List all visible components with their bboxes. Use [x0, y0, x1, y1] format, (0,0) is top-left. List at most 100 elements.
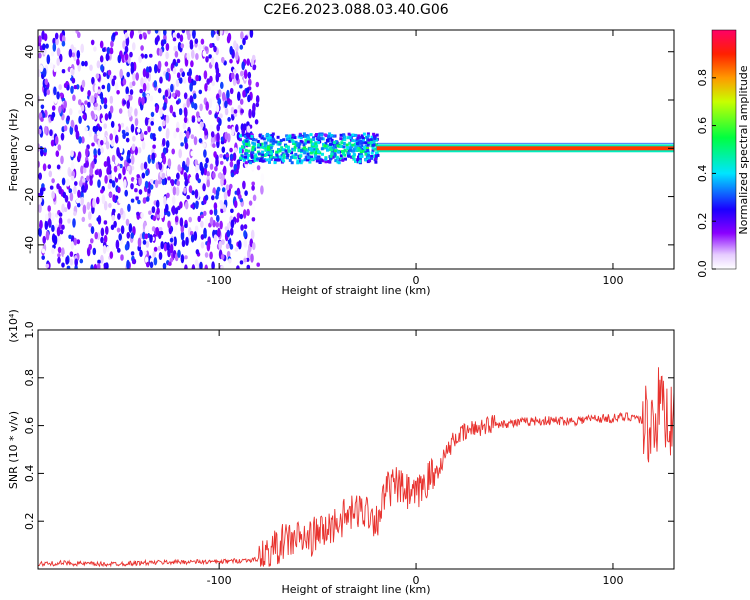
heatmap-cell [366, 149, 370, 152]
heatmap-cell [89, 64, 93, 71]
heatmap-cell [44, 125, 48, 135]
heatmap-cell [219, 30, 223, 36]
heatmap-cell [46, 54, 51, 65]
heatmap-cell [342, 145, 346, 149]
heatmap-cell [257, 152, 261, 156]
heatmap-cell [249, 30, 254, 38]
heatmap-cell [88, 243, 92, 251]
heatmap-cell [152, 144, 156, 149]
heatmap-cell [298, 155, 302, 159]
heatmap-cell [124, 243, 129, 251]
heatmap-cell [78, 136, 82, 144]
heatmap-cell [219, 200, 223, 205]
heatmap-cell [233, 200, 238, 209]
heatmap-cell [89, 178, 93, 186]
heatmap-cell [213, 202, 218, 211]
heatmap-cell [179, 131, 183, 142]
heatmap-cell [269, 155, 273, 159]
heatmap-cell [184, 255, 188, 260]
heatmap-cell [114, 82, 119, 92]
heatmap-cell [149, 184, 154, 190]
heatmap-cell [161, 152, 165, 159]
heatmap-cell [192, 80, 197, 86]
heatmap-cell [239, 98, 244, 105]
heatmap-cell [40, 117, 44, 122]
heatmap-cell [98, 168, 102, 178]
heatmap-cell [38, 52, 42, 59]
heatmap-cell [130, 61, 134, 68]
heatmap-cell [102, 60, 107, 67]
heatmap-cell [87, 90, 91, 97]
heatmap-cell [373, 147, 377, 151]
heatmap-cell [216, 124, 220, 132]
heatmap-cell [326, 148, 329, 152]
heatmap-cell [309, 138, 313, 142]
heatmap-cell [183, 187, 187, 194]
heatmap-cell [309, 147, 312, 151]
heatmap-cell [179, 201, 183, 209]
heatmap-cell [175, 108, 180, 117]
heatmap-cell [84, 100, 88, 105]
heatmap-cell [247, 149, 251, 153]
heatmap-cell [51, 212, 55, 222]
heatmap-cell [40, 104, 45, 110]
heatmap-cell [38, 172, 42, 180]
heatmap-cell [57, 144, 62, 151]
x-tick-label: 0 [413, 574, 420, 587]
heatmap-cell [352, 152, 356, 156]
heatmap-cell [246, 156, 250, 160]
heatmap-cell [247, 141, 251, 144]
heatmap-cell [100, 147, 104, 154]
heatmap-cell [208, 54, 212, 59]
heatmap-cell [324, 141, 328, 145]
heatmap-cell [203, 210, 207, 216]
heatmap-cell [209, 43, 213, 49]
heatmap-cell [356, 143, 360, 147]
heatmap-cell [244, 35, 248, 40]
heatmap-cell [141, 140, 146, 150]
heatmap-cell [239, 44, 244, 50]
heatmap-cell [80, 43, 84, 53]
heatmap-cell [191, 117, 196, 123]
heatmap-cell [118, 233, 122, 241]
heatmap-cell [157, 179, 162, 185]
heatmap-cell [217, 172, 222, 179]
heatmap-cell [106, 246, 110, 252]
heatmap-cell [200, 241, 205, 249]
heatmap-cell [80, 196, 84, 206]
heatmap-cell [169, 257, 174, 263]
heatmap-cell [146, 93, 150, 100]
snr-frame [37, 329, 675, 570]
heatmap-cell [170, 179, 175, 187]
heatmap-cell [92, 198, 96, 208]
heatmap-cell [194, 159, 198, 167]
heatmap-cell [260, 173, 265, 183]
heatmap-cell [239, 150, 242, 154]
heatmap-cell [58, 186, 62, 195]
heatmap-cell [266, 132, 269, 136]
heatmap-cell [172, 186, 177, 196]
heatmap-cell [337, 161, 341, 165]
heatmap-cell [81, 216, 86, 222]
heatmap-cell [305, 158, 309, 162]
heatmap-cell [208, 98, 213, 109]
heatmap-cell [97, 259, 101, 264]
heatmap-cell [138, 189, 143, 195]
heatmap-cell [366, 143, 370, 147]
heatmap-cell [125, 137, 130, 143]
heatmap-cell [284, 149, 288, 153]
heatmap-cell [130, 232, 134, 239]
heatmap-cell [288, 149, 292, 153]
heatmap-cell [68, 108, 73, 116]
heatmap-cell [205, 101, 209, 111]
heatmap-cell [232, 77, 237, 86]
heatmap-cell [368, 159, 372, 163]
heatmap-cell [94, 231, 98, 240]
heatmap-cell [359, 145, 363, 149]
heatmap-cell [180, 142, 184, 147]
heatmap-cell [267, 149, 271, 153]
heatmap-cell [269, 139, 273, 143]
heatmap-cell [251, 54, 256, 61]
heatmap-cell [94, 102, 98, 108]
heatmap-cell [118, 173, 122, 180]
